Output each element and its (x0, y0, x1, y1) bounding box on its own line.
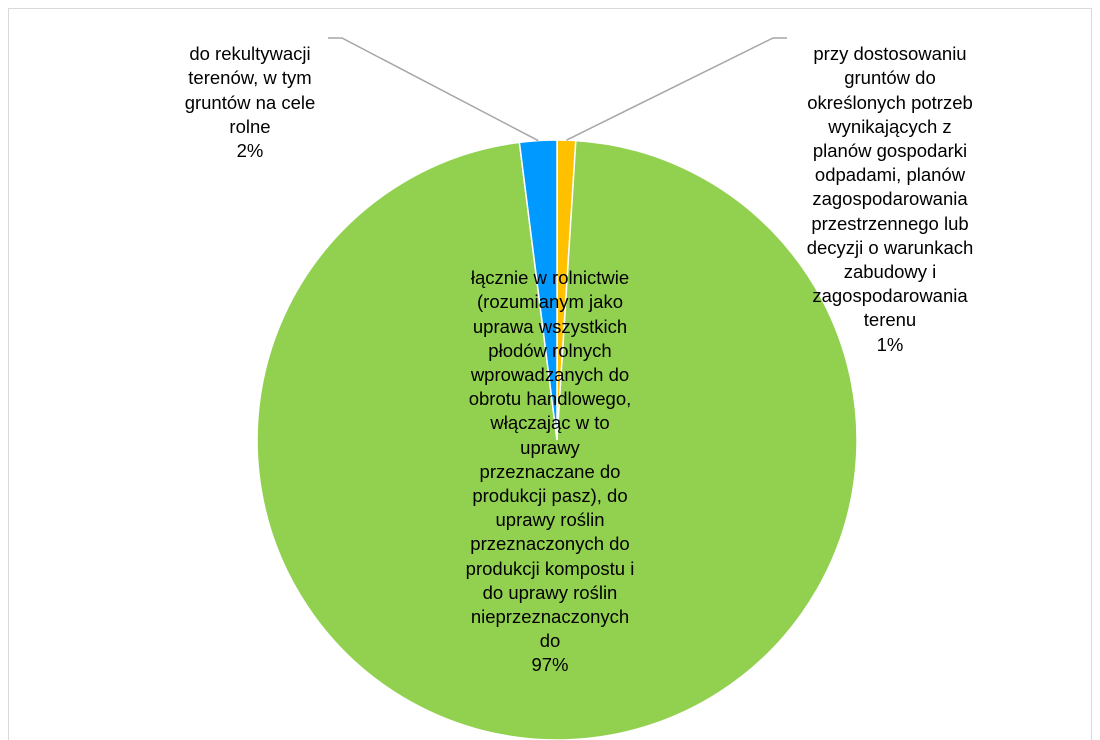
slice-label-land-adaptation: przy dostosowaniu gruntów do określonych… (760, 18, 1020, 381)
slice-label-land-adaptation-text: przy dostosowaniu gruntów do określonych… (806, 43, 974, 331)
leader-line-reclamation (328, 37, 539, 142)
slice-label-agriculture: łącznie w rolnictwie (rozumianym jako up… (420, 242, 680, 702)
slice-label-land-adaptation-percent: 1% (876, 333, 904, 355)
slice-label-reclamation-text: do rekultywacji terenów, w tym gruntów n… (184, 43, 316, 137)
pie-slice-reclamation (518, 139, 558, 441)
slice-label-reclamation: do rekultywacji terenów, w tym gruntów n… (140, 18, 360, 187)
slice-label-reclamation-percent: 2% (236, 140, 264, 162)
leader-line-land-adaptation (566, 37, 787, 141)
slice-label-agriculture-text: łącznie w rolnictwie (rozumianym jako up… (465, 267, 635, 652)
slice-label-agriculture-percent: 97% (531, 654, 569, 676)
